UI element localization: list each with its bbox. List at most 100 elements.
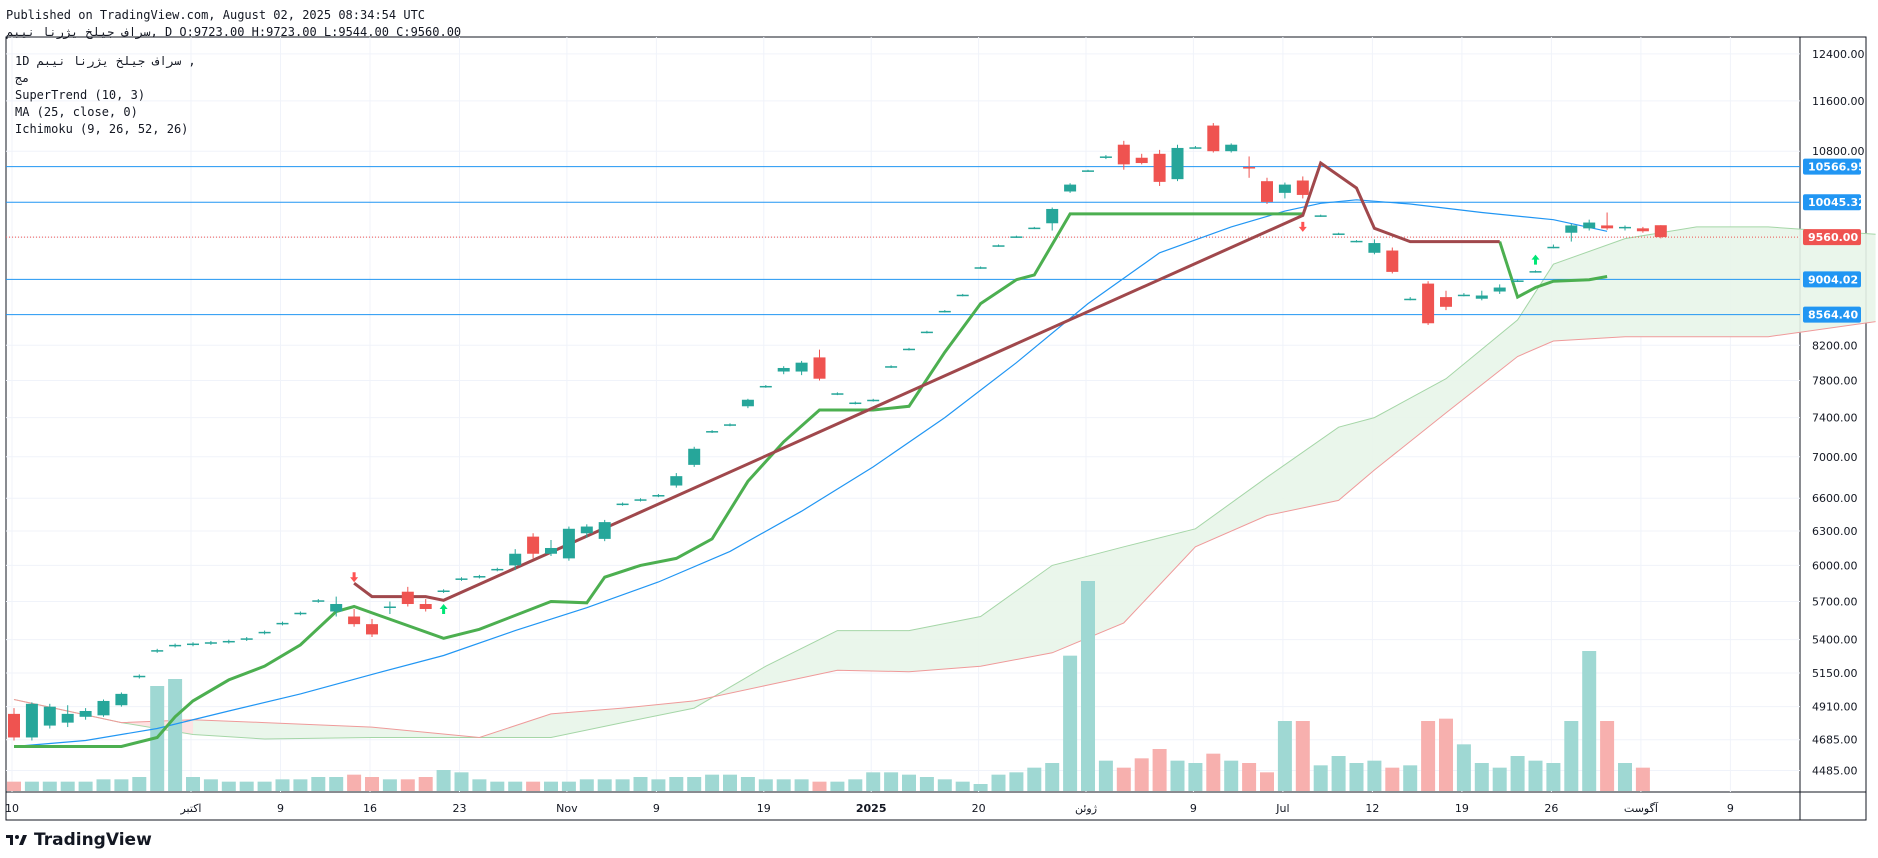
volume-bar (1277, 721, 1292, 791)
legend-symbol[interactable]: 1D سراف جيلخ يژرنا نيبم , (15, 54, 196, 68)
x-tick-label: 12 (1365, 802, 1379, 815)
candle-body (1099, 156, 1112, 158)
sell-signal-icon (1298, 221, 1307, 232)
candle-body (1189, 147, 1202, 149)
level-tag-label: 10566.95 (1808, 161, 1866, 174)
candle-body (1368, 243, 1381, 253)
volume-bar (78, 781, 93, 791)
candle-body (348, 616, 361, 625)
candle-body (1440, 297, 1452, 307)
candle-body (670, 476, 683, 486)
candle-body (1457, 294, 1470, 297)
candle-body (1117, 144, 1130, 165)
supertrend-up-line (1498, 241, 1608, 300)
legend-ma[interactable]: MA (25, close, 0) (15, 105, 138, 119)
volume-bar (221, 781, 236, 791)
candle-body (419, 604, 432, 609)
x-tick-label: 9 (1727, 802, 1734, 815)
volume-bar (132, 777, 147, 791)
volume-bar (60, 781, 75, 791)
volume-bar (991, 774, 1006, 791)
y-tick-label: 8200.00 (1812, 339, 1858, 352)
volume-bar (239, 781, 254, 791)
volume-bar (1582, 651, 1597, 791)
volume-bar (1116, 767, 1131, 791)
volume-bar (794, 779, 809, 791)
volume-bar (830, 781, 845, 791)
candle-body (401, 591, 414, 605)
x-tick-label: 19 (757, 802, 771, 815)
candle-body (849, 402, 862, 405)
candle-body (867, 399, 880, 402)
candle-body (1135, 157, 1148, 164)
volume-bar (1618, 763, 1632, 791)
volume-bar (1474, 763, 1489, 791)
candle-body (616, 503, 629, 506)
x-tick-label: 23 (453, 802, 467, 815)
legend-volume[interactable]: مج (15, 71, 30, 85)
volume-bar (1242, 763, 1257, 791)
volume-bar (633, 777, 648, 791)
volume-bar (1492, 767, 1507, 791)
volume-bar (454, 772, 469, 791)
candle-body (938, 310, 951, 313)
candle-body (43, 706, 56, 726)
tradingview-logo[interactable]: TradingView (6, 830, 152, 850)
y-tick-label: 7000.00 (1812, 451, 1858, 464)
price-tag-label: 9560.00 (1808, 231, 1858, 244)
ohlc-line: سراف جيلخ يژرنا نيبم, D O:9723.00 H:9723… (6, 25, 462, 39)
volume-bar (311, 777, 326, 791)
volume-bar (1331, 756, 1346, 791)
volume-bar (1564, 721, 1579, 791)
candle-body (1654, 225, 1667, 238)
y-tick-label: 12400.00 (1812, 48, 1865, 61)
candle-body (222, 640, 235, 643)
volume-bar (687, 777, 702, 791)
candle-body (187, 643, 199, 646)
level-tag (1803, 271, 1861, 288)
volume-bar (508, 781, 523, 791)
candle-body (1064, 184, 1077, 192)
volume-bar (1152, 749, 1167, 791)
volume-bar (329, 777, 344, 791)
candle-body (759, 385, 772, 388)
y-tick-label: 5400.00 (1812, 634, 1858, 647)
candle-body (992, 245, 1005, 247)
volume-bar (758, 779, 773, 791)
candle-body (1529, 271, 1542, 273)
volume-bar (544, 781, 558, 791)
candle-body (437, 590, 450, 592)
candle-body (1565, 225, 1578, 233)
candle-body (1511, 280, 1524, 282)
level-tag-label: 9004.02 (1808, 273, 1858, 286)
candle-body (1332, 233, 1345, 235)
volume-bar (1045, 763, 1060, 791)
volume-bar (884, 772, 899, 791)
volume-bar (1063, 655, 1078, 791)
volume-bar (1546, 763, 1561, 791)
volume-bar (382, 779, 397, 791)
candle-body (473, 576, 486, 578)
candle-body (974, 267, 987, 269)
volume-bar (96, 779, 111, 791)
volume-bar (579, 779, 594, 791)
candle-body (562, 528, 575, 559)
y-tick-label: 6600.00 (1812, 492, 1858, 505)
legend-ichimoku[interactable]: Ichimoku (9, 26, 52, 26) (15, 122, 189, 136)
supertrend-up-line (14, 212, 1303, 748)
candle-body (509, 553, 522, 566)
candle-body (527, 536, 540, 554)
volume-bar (490, 781, 505, 791)
legend-supertrend[interactable]: SuperTrend (10, 3) (15, 88, 146, 102)
volume-bar (347, 774, 362, 791)
volume-bar (597, 779, 612, 791)
x-tick-label: آگوست (1624, 801, 1659, 815)
candle-body (920, 331, 933, 334)
volume-bar (1528, 760, 1543, 791)
candle-body (1583, 222, 1596, 229)
candle-body (652, 495, 665, 497)
volume-bar (293, 779, 308, 791)
volume-bar (418, 777, 433, 791)
volume-bar (812, 781, 827, 791)
